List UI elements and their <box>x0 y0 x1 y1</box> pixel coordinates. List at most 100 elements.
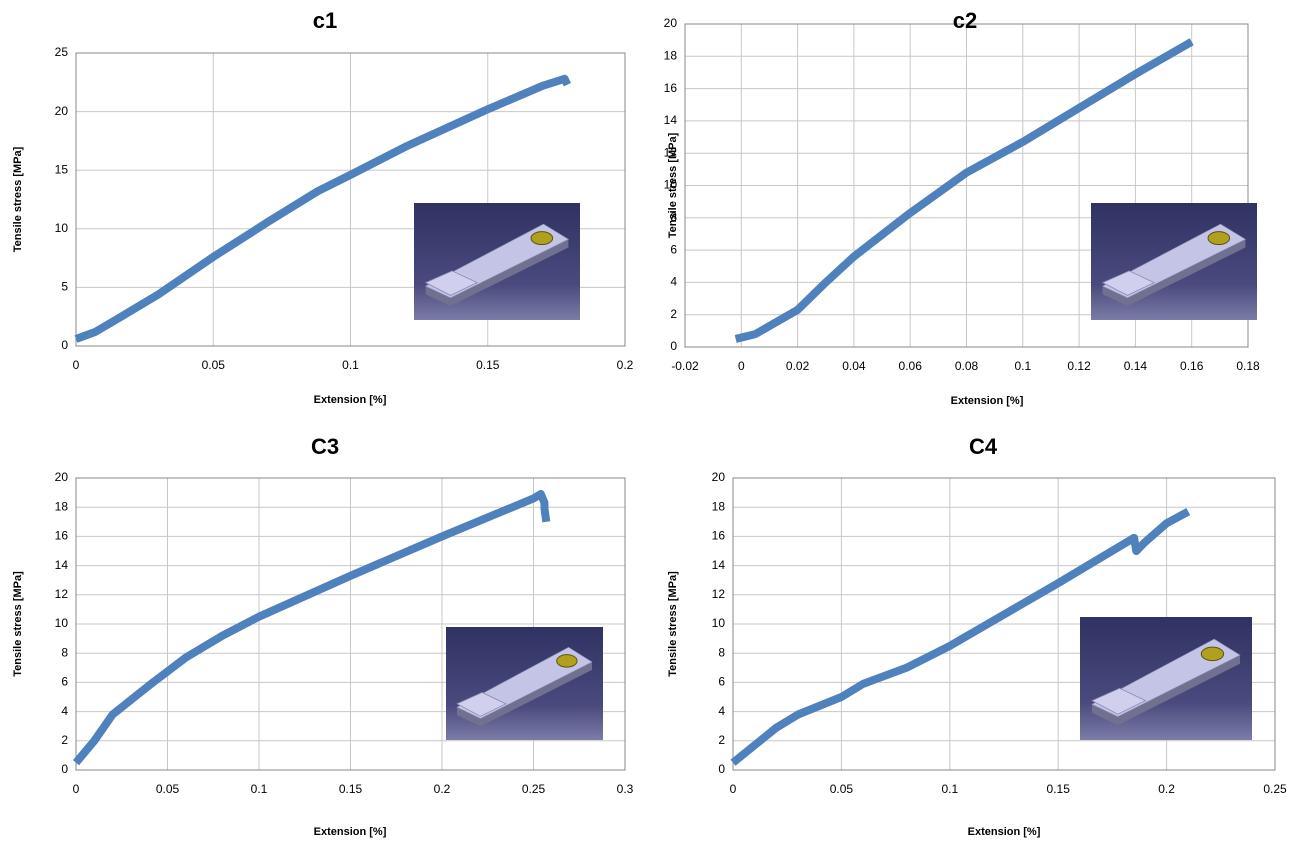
y-axis-label: Tensile stress [MPa] <box>12 146 24 252</box>
y-tick-label: 5 <box>61 280 68 294</box>
x-tick-label: 0.08 <box>955 359 979 373</box>
x-tick-label: 0 <box>73 358 80 372</box>
tab <box>1101 270 1156 296</box>
chart-title: C4 <box>969 434 998 459</box>
y-tick-label: 20 <box>55 470 69 484</box>
y-tick-label: 6 <box>670 242 677 256</box>
y-tick-label: 2 <box>61 733 68 747</box>
x-tick-label: 0.1 <box>251 782 268 796</box>
beam-side <box>1092 655 1240 726</box>
y-tick-label: 8 <box>718 645 725 659</box>
x-axis-label: Extension [%] <box>951 395 1024 407</box>
marker-dot <box>556 654 578 668</box>
x-axis-label: Extension [%] <box>968 826 1041 838</box>
x-tick-label: 0.18 <box>1236 359 1260 373</box>
x-tick-label: 0.05 <box>202 358 226 372</box>
x-tick-label: 0.2 <box>1158 782 1175 796</box>
y-tick-label: 15 <box>55 162 69 176</box>
tab <box>456 692 507 717</box>
chart-title: c2 <box>953 8 977 33</box>
x-tick-label: 0.1 <box>1014 359 1031 373</box>
inset-image <box>1080 617 1252 740</box>
y-tick-label: 25 <box>55 45 69 59</box>
data-line <box>72 490 551 766</box>
y-tick-label: 10 <box>664 178 678 192</box>
y-tick-label: 20 <box>55 104 69 118</box>
tab <box>1091 687 1147 715</box>
beam-side <box>1102 239 1246 306</box>
data-line <box>74 74 571 343</box>
x-tick-label: 0.3 <box>617 782 634 796</box>
x-tick-label: 0.14 <box>1124 359 1148 373</box>
marker-dot <box>1207 231 1231 246</box>
x-axis-label: Extension [%] <box>314 826 387 838</box>
inset-image <box>414 203 580 320</box>
x-tick-label: 0.12 <box>1067 359 1091 373</box>
x-tick-label: 0.05 <box>830 782 854 796</box>
y-tick-label: 16 <box>712 529 726 543</box>
inset-image <box>446 627 603 740</box>
x-tick-label: 0.15 <box>1047 782 1071 796</box>
y-tick-label: 0 <box>718 762 725 776</box>
plot-frame <box>75 52 626 347</box>
y-tick-label: 12 <box>712 587 726 601</box>
y-tick-label: 0 <box>61 338 68 352</box>
plot-frame <box>75 477 626 771</box>
y-axis-label: Tensile stress [MPa] <box>12 571 24 677</box>
data-line <box>734 38 1194 343</box>
y-tick-label: 14 <box>664 113 678 127</box>
plot-frame <box>684 23 1249 348</box>
y-tick-label: 10 <box>712 616 726 630</box>
tab <box>424 270 479 296</box>
y-tick-label: 10 <box>55 221 69 235</box>
x-tick-label: 0.05 <box>156 782 180 796</box>
chart-title: c1 <box>313 8 337 33</box>
x-tick-label: 0.02 <box>786 359 810 373</box>
y-tick-label: 4 <box>61 704 68 718</box>
x-tick-label: 0.04 <box>842 359 866 373</box>
y-tick-label: 4 <box>718 704 725 718</box>
y-tick-label: 0 <box>61 762 68 776</box>
marker-dot <box>1200 646 1225 662</box>
y-tick-label: 20 <box>664 16 678 30</box>
inset-image <box>1091 203 1257 320</box>
x-tick-label: 0.06 <box>899 359 923 373</box>
x-tick-label: 0.15 <box>476 358 500 372</box>
beam-side <box>425 239 569 306</box>
y-tick-label: 14 <box>55 558 69 572</box>
y-tick-label: 6 <box>718 675 725 689</box>
x-tick-label: 0.1 <box>342 358 359 372</box>
y-tick-label: 2 <box>670 307 677 321</box>
x-tick-label: 0.15 <box>339 782 363 796</box>
x-tick-label: 0.2 <box>617 358 634 372</box>
y-tick-label: 16 <box>664 81 678 95</box>
y-tick-label: 12 <box>55 587 69 601</box>
y-tick-label: 2 <box>718 733 725 747</box>
y-tick-label: 16 <box>55 529 69 543</box>
y-tick-label: 10 <box>55 616 69 630</box>
y-tick-label: 18 <box>712 499 726 513</box>
x-tick-label: -0.02 <box>671 359 699 373</box>
x-tick-label: 0.1 <box>941 782 958 796</box>
x-tick-label: 0.25 <box>522 782 546 796</box>
x-tick-label: 0 <box>73 782 80 796</box>
y-tick-label: 12 <box>664 145 678 159</box>
y-tick-label: 8 <box>61 645 68 659</box>
y-tick-label: 6 <box>61 675 68 689</box>
data-line <box>730 508 1191 766</box>
y-tick-label: 20 <box>712 470 726 484</box>
plot-frame <box>732 477 1276 771</box>
x-tick-label: 0 <box>738 359 745 373</box>
y-tick-label: 18 <box>55 499 69 513</box>
x-tick-label: 0.16 <box>1180 359 1204 373</box>
x-tick-label: 0 <box>730 782 737 796</box>
y-axis-label: Tensile stress [MPa] <box>667 571 679 677</box>
beam-side <box>457 662 592 727</box>
x-tick-label: 0.2 <box>434 782 451 796</box>
x-tick-label: 0.25 <box>1263 782 1287 796</box>
x-axis-label: Extension [%] <box>314 394 387 406</box>
y-tick-label: 4 <box>670 275 677 289</box>
marker-dot <box>530 231 554 246</box>
y-tick-label: 18 <box>664 48 678 62</box>
